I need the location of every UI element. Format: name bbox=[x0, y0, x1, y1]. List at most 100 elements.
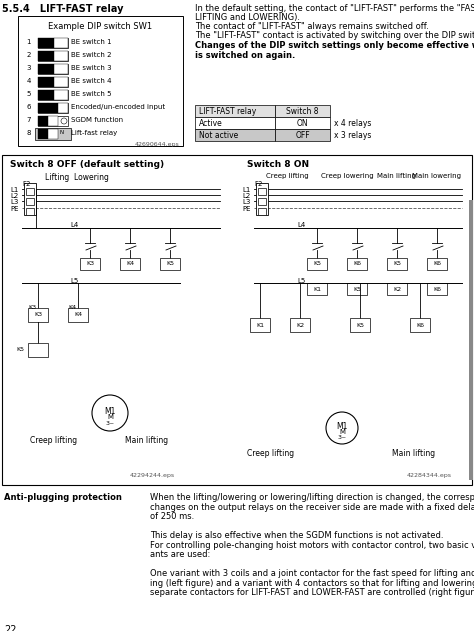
Bar bbox=[38, 103, 48, 113]
Text: K3: K3 bbox=[34, 312, 42, 317]
Bar bbox=[48, 103, 58, 113]
Bar bbox=[387, 258, 407, 270]
Bar bbox=[290, 318, 310, 332]
Text: K3: K3 bbox=[86, 261, 94, 266]
Text: F2: F2 bbox=[254, 181, 263, 187]
Bar bbox=[258, 208, 266, 215]
Text: Lifting  Lowering: Lifting Lowering bbox=[45, 173, 109, 182]
Circle shape bbox=[92, 395, 128, 431]
Text: L4: L4 bbox=[70, 222, 78, 228]
Text: K2: K2 bbox=[296, 323, 304, 328]
Bar bbox=[347, 258, 367, 270]
Bar bbox=[28, 343, 48, 357]
Text: Switch 8 ON: Switch 8 ON bbox=[247, 160, 309, 169]
Text: K4: K4 bbox=[126, 261, 134, 266]
Bar bbox=[54, 38, 68, 48]
Bar bbox=[160, 258, 180, 270]
Text: Not active: Not active bbox=[199, 131, 238, 140]
Text: 3: 3 bbox=[27, 65, 31, 71]
Text: M: M bbox=[339, 429, 345, 435]
Text: LIFT-FAST relay: LIFT-FAST relay bbox=[199, 107, 256, 116]
Bar bbox=[250, 318, 270, 332]
Bar bbox=[28, 308, 48, 322]
Text: x 3 relays: x 3 relays bbox=[334, 131, 371, 140]
Text: Main lifting: Main lifting bbox=[377, 173, 417, 179]
Text: M1: M1 bbox=[337, 422, 348, 431]
Bar bbox=[48, 129, 58, 139]
Bar bbox=[427, 258, 447, 270]
Bar bbox=[26, 188, 34, 195]
Bar bbox=[54, 90, 68, 100]
Text: L4: L4 bbox=[297, 222, 305, 228]
Bar bbox=[35, 128, 71, 140]
Text: x 4 relays: x 4 relays bbox=[334, 119, 371, 128]
Text: K1: K1 bbox=[313, 287, 321, 292]
Text: L3: L3 bbox=[242, 199, 250, 205]
Text: 5.5.4   LIFT-FAST relay: 5.5.4 LIFT-FAST relay bbox=[2, 4, 124, 14]
Text: 5: 5 bbox=[27, 91, 31, 97]
Text: Changes of the DIP switch settings only become effective when the receiver
is sw: Changes of the DIP switch settings only … bbox=[195, 41, 474, 61]
Bar bbox=[2, 155, 472, 485]
Text: 6: 6 bbox=[27, 104, 31, 110]
Bar bbox=[38, 103, 68, 113]
Text: Active: Active bbox=[199, 119, 223, 128]
Bar bbox=[26, 198, 34, 205]
Text: K4: K4 bbox=[68, 305, 76, 310]
Text: K1: K1 bbox=[256, 323, 264, 328]
Bar bbox=[38, 129, 48, 139]
Text: The contact of "LIFT-FAST" always remains switched off.: The contact of "LIFT-FAST" always remain… bbox=[195, 22, 429, 31]
Text: BE switch 4: BE switch 4 bbox=[71, 78, 111, 84]
Bar bbox=[38, 90, 54, 100]
Text: K3: K3 bbox=[28, 305, 36, 310]
Text: For controlling pole-changing hoist motors with contactor control, two basic var: For controlling pole-changing hoist moto… bbox=[150, 541, 474, 550]
Bar bbox=[307, 258, 327, 270]
Text: ON: ON bbox=[297, 119, 308, 128]
Bar bbox=[38, 38, 54, 48]
Text: BE switch 3: BE switch 3 bbox=[71, 65, 111, 71]
Text: ants are used:: ants are used: bbox=[150, 550, 210, 559]
Text: Creep lifting: Creep lifting bbox=[247, 449, 294, 458]
Text: 1: 1 bbox=[27, 39, 31, 45]
Text: 4: 4 bbox=[27, 78, 31, 84]
Bar bbox=[38, 77, 68, 87]
Bar bbox=[80, 258, 100, 270]
Text: K5: K5 bbox=[356, 323, 364, 328]
Text: L2: L2 bbox=[242, 193, 250, 199]
Text: PE: PE bbox=[10, 206, 18, 212]
Bar bbox=[469, 200, 473, 480]
Text: BE switch 1: BE switch 1 bbox=[71, 39, 111, 45]
Text: L3: L3 bbox=[10, 199, 18, 205]
Text: 2: 2 bbox=[27, 52, 31, 58]
Text: BE switch 2: BE switch 2 bbox=[71, 52, 111, 58]
Text: L1: L1 bbox=[242, 187, 250, 193]
Text: L5: L5 bbox=[70, 278, 78, 284]
Text: Creep lifting: Creep lifting bbox=[266, 173, 308, 179]
Text: F2: F2 bbox=[22, 181, 30, 187]
Text: Anti-plugging protection: Anti-plugging protection bbox=[4, 493, 122, 502]
Bar bbox=[258, 188, 266, 195]
Text: When the lifting/lowering or lowering/lifting direction is changed, the correspo: When the lifting/lowering or lowering/li… bbox=[150, 493, 474, 502]
Bar bbox=[387, 283, 407, 295]
Text: 42294244.eps: 42294244.eps bbox=[130, 473, 175, 478]
Circle shape bbox=[326, 412, 358, 444]
Bar bbox=[58, 103, 68, 113]
Bar bbox=[38, 116, 48, 126]
Text: 42284344.eps: 42284344.eps bbox=[407, 473, 452, 478]
Bar bbox=[350, 318, 370, 332]
Bar bbox=[38, 116, 68, 126]
Text: BE switch 5: BE switch 5 bbox=[71, 91, 111, 97]
Text: 22: 22 bbox=[4, 625, 17, 631]
Bar bbox=[195, 129, 275, 141]
Text: K5: K5 bbox=[16, 347, 24, 352]
Text: ing (left figure) and a variant with 4 contactors so that for lifting and loweri: ing (left figure) and a variant with 4 c… bbox=[150, 579, 474, 587]
Text: of 250 ms.: of 250 ms. bbox=[150, 512, 194, 521]
Text: K6: K6 bbox=[416, 323, 424, 328]
Text: M1: M1 bbox=[104, 407, 116, 416]
Bar bbox=[38, 64, 54, 74]
Text: LIFTING and LOWERING).: LIFTING and LOWERING). bbox=[195, 13, 300, 22]
Text: This delay is also effective when the SGDM functions is not activated.: This delay is also effective when the SG… bbox=[150, 531, 444, 540]
Bar bbox=[256, 183, 268, 215]
Bar bbox=[410, 318, 430, 332]
Text: M: M bbox=[107, 414, 113, 420]
Text: L5: L5 bbox=[297, 278, 305, 284]
